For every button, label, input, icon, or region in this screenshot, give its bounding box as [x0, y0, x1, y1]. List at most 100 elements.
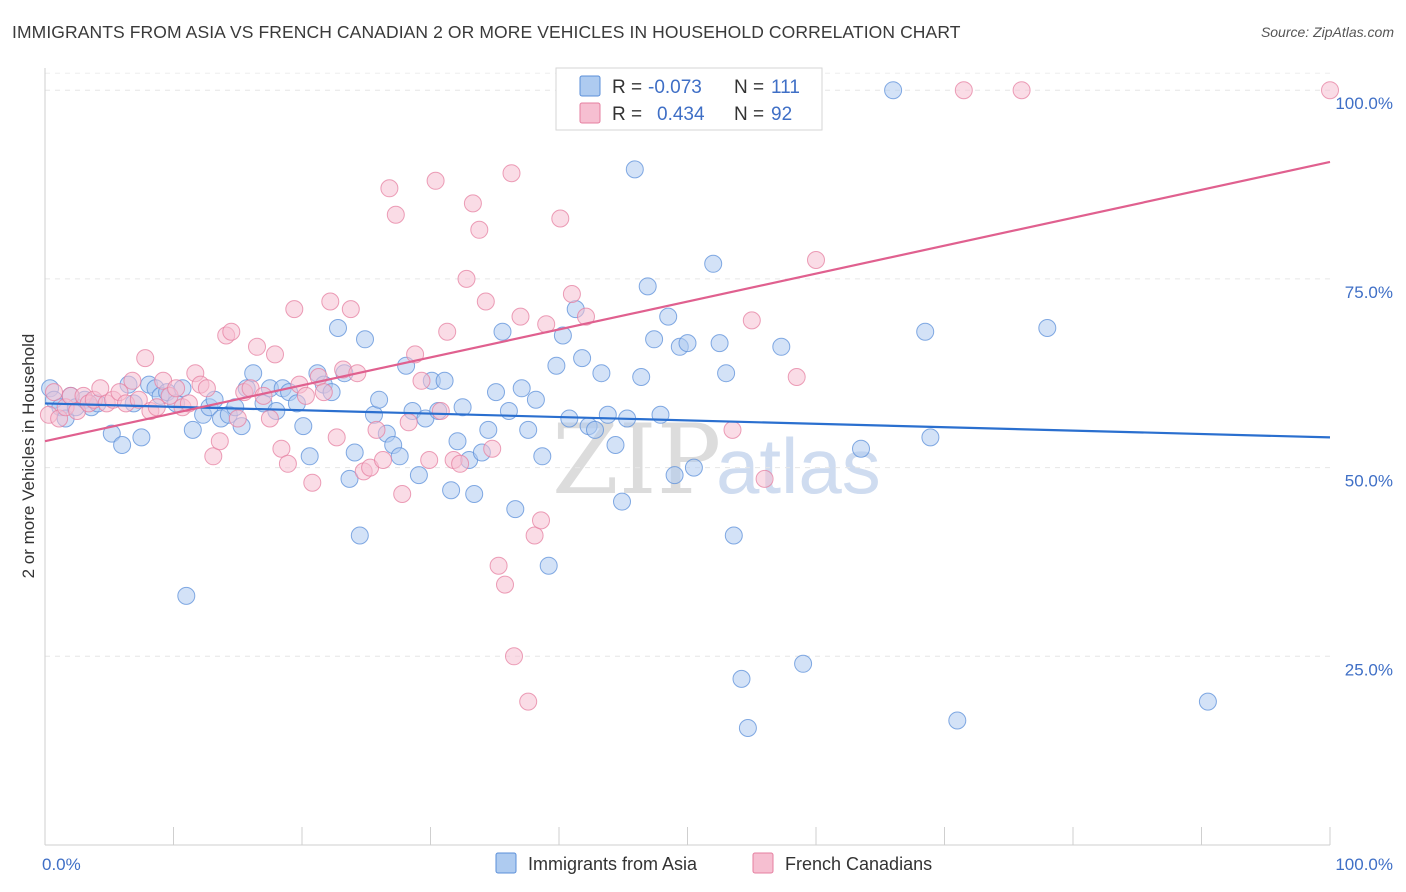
point-asia-94 — [665, 466, 684, 485]
point-asia-10 — [113, 436, 132, 454]
trend-line-french-canadians — [44, 160, 1331, 443]
legend-label-asia: Immigrants from Asia — [528, 854, 698, 874]
point-french-canadians-69 — [470, 220, 489, 239]
point-asia-61 — [448, 432, 467, 451]
point-asia-84 — [598, 405, 617, 424]
point-asia-83 — [592, 364, 611, 383]
point-french-canadians-77 — [519, 692, 538, 711]
point-french-canadians-55 — [380, 179, 399, 198]
point-asia-48 — [365, 405, 383, 424]
point-asia-21 — [183, 420, 202, 439]
point-french-canadians-42 — [296, 386, 315, 405]
point-asia-38 — [300, 447, 319, 466]
point-asia-91 — [645, 330, 664, 349]
axes — [44, 68, 1331, 846]
point-french-canadians-93 — [1321, 81, 1339, 100]
y-axis-title: 2 or more Vehicles in Household — [19, 334, 38, 579]
point-asia-20 — [177, 586, 196, 605]
x-tick-label-0: 0.0% — [42, 855, 81, 874]
point-asia-74 — [533, 447, 552, 466]
point-french-canadians-66 — [451, 454, 470, 473]
point-asia-85 — [606, 436, 625, 454]
point-asia-106 — [772, 337, 791, 356]
point-french-canadians-40 — [285, 300, 304, 319]
point-french-canadians-91 — [954, 81, 973, 100]
point-asia-44 — [340, 469, 359, 488]
point-asia-77 — [553, 326, 572, 345]
legend-r-label-1: R = — [612, 104, 642, 125]
point-french-canadians-43 — [303, 473, 322, 492]
point-french-canadians-60 — [412, 371, 431, 390]
point-asia-49 — [370, 390, 389, 409]
point-asia-109 — [852, 439, 870, 458]
point-asia-80 — [573, 349, 592, 368]
point-asia-62 — [453, 398, 472, 417]
point-asia-37 — [294, 417, 313, 436]
point-french-canadians-34 — [248, 337, 266, 356]
y-tick-labels: 25.0% 50.0% 75.0% 100.0% — [1335, 94, 1393, 679]
chart-source: Source: ZipAtlas.com — [1260, 24, 1394, 40]
point-asia-112 — [921, 428, 940, 447]
point-asia-100 — [717, 364, 736, 383]
chart-title: IMMIGRANTS FROM ASIA VS FRENCH CANADIAN … — [12, 22, 961, 42]
trend-lines — [44, 160, 1331, 443]
point-asia-76 — [547, 356, 566, 375]
point-asia-47 — [356, 330, 374, 349]
point-french-canadians-49 — [341, 300, 360, 319]
point-french-canadians-87 — [755, 469, 774, 488]
point-french-canadians-81 — [551, 209, 570, 228]
point-asia-97 — [684, 458, 703, 477]
point-french-canadians-38 — [272, 439, 291, 458]
point-asia-115 — [1198, 692, 1217, 711]
point-asia-104 — [738, 719, 757, 737]
point-french-canadians-57 — [393, 485, 412, 503]
point-french-canadians-86 — [742, 311, 761, 330]
point-french-canadians-14 — [123, 371, 142, 390]
point-french-canadians-88 — [787, 368, 806, 386]
grid — [45, 72, 1330, 657]
point-french-canadians-71 — [483, 439, 502, 458]
point-asia-70 — [506, 500, 525, 519]
legend-r-value-1: 0.434 — [657, 104, 705, 125]
point-asia-72 — [519, 420, 538, 439]
point-asia-13 — [132, 428, 151, 447]
point-french-canadians-73 — [496, 575, 514, 594]
point-asia-71 — [512, 379, 531, 398]
point-asia-98 — [704, 254, 723, 273]
point-asia-52 — [390, 447, 409, 466]
point-french-canadians-54 — [374, 451, 392, 469]
legend-swatch-french-canadians — [752, 852, 774, 874]
x-tick-labels: 0.0% 100.0% — [42, 855, 1393, 874]
point-french-canadians-37 — [266, 345, 284, 364]
point-french-canadians-63 — [431, 402, 450, 420]
y-tick-label-2: 75.0% — [1345, 283, 1393, 302]
x-tick-label-1: 100.0% — [1335, 855, 1393, 874]
point-french-canadians-83 — [577, 307, 595, 326]
point-french-canadians-39 — [278, 454, 297, 473]
point-french-canadians-72 — [489, 556, 508, 575]
point-asia-89 — [632, 368, 651, 386]
point-french-canadians-89 — [807, 251, 825, 269]
point-french-canadians-31 — [228, 409, 247, 428]
point-french-canadians-56 — [386, 205, 405, 224]
point-french-canadians-27 — [204, 447, 223, 466]
point-asia-86 — [613, 492, 631, 511]
point-asia-60 — [442, 481, 461, 500]
point-french-canadians-1 — [45, 383, 63, 402]
point-french-canadians-85 — [723, 420, 742, 439]
point-asia-111 — [916, 322, 935, 341]
point-french-canadians-79 — [532, 511, 550, 530]
series-french-canadians-points — [39, 81, 1339, 711]
point-asia-73 — [526, 390, 545, 409]
point-asia-46 — [350, 526, 369, 545]
point-asia-75 — [539, 556, 558, 575]
point-french-canadians-26 — [197, 379, 216, 398]
point-french-canadians-46 — [321, 292, 340, 311]
trend-line-asia — [44, 402, 1331, 439]
point-asia-67 — [487, 383, 505, 402]
point-french-canadians-61 — [420, 451, 439, 469]
point-asia-107 — [794, 654, 813, 673]
point-asia-66 — [479, 420, 498, 439]
legend-n-value-0: 111 — [771, 77, 800, 98]
